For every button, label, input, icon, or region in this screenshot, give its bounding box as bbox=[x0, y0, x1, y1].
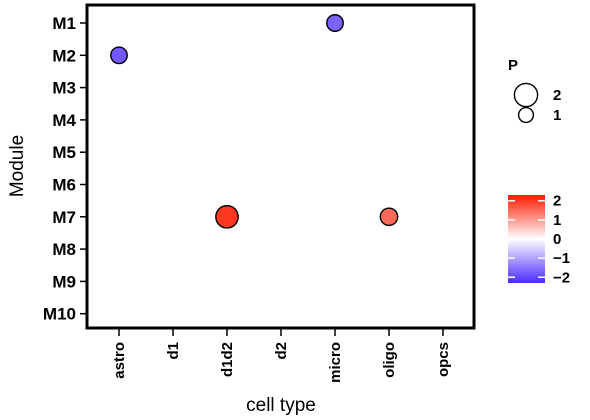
x-tick-label: oligo bbox=[381, 342, 398, 378]
size-legend-label: 1 bbox=[553, 107, 561, 124]
x-tick-label: d1d2 bbox=[219, 342, 236, 377]
size-legend-key bbox=[517, 106, 535, 124]
x-tick-label: opcs bbox=[435, 342, 452, 377]
x-axis-title: cell type bbox=[246, 395, 316, 416]
color-legend-label: 2 bbox=[553, 193, 561, 210]
y-tick-label: M4 bbox=[52, 111, 76, 130]
data-point bbox=[215, 204, 239, 229]
size-legend-key bbox=[513, 82, 539, 108]
data-point bbox=[326, 14, 344, 32]
color-legend-label: 0 bbox=[553, 231, 561, 248]
color-legend: 2 1 0 −1 −2 bbox=[508, 193, 570, 286]
y-tick-label: M5 bbox=[52, 143, 76, 162]
data-point bbox=[110, 46, 128, 65]
y-axis-ticks: M1 M2 M3 M4 M5 M6 M7 M8 M9 M10 bbox=[43, 14, 86, 324]
x-tick-label: astro bbox=[111, 342, 128, 379]
color-legend-label: 1 bbox=[553, 212, 561, 229]
y-tick-label: M10 bbox=[43, 305, 76, 324]
x-tick-label: micro bbox=[327, 342, 344, 383]
size-legend-title: P bbox=[508, 57, 518, 74]
color-legend-label: −1 bbox=[553, 250, 570, 267]
data-points bbox=[110, 14, 399, 229]
y-tick-label: M8 bbox=[52, 240, 76, 259]
plot-panel bbox=[85, 3, 476, 330]
y-tick-label: M9 bbox=[52, 272, 76, 291]
y-tick-label: M7 bbox=[52, 208, 76, 227]
data-point bbox=[379, 207, 399, 227]
y-tick-label: M3 bbox=[52, 79, 76, 98]
size-legend: P 2 1 bbox=[508, 57, 561, 124]
y-tick-label: M6 bbox=[52, 176, 76, 195]
y-tick-label: M1 bbox=[52, 14, 76, 33]
color-legend-label: −2 bbox=[553, 269, 570, 286]
x-tick-label: d2 bbox=[273, 342, 290, 360]
x-axis-ticks: astro d1 d1d2 d2 micro oligo opcs bbox=[111, 329, 452, 383]
size-legend-label: 2 bbox=[553, 87, 561, 104]
y-axis-title: Module bbox=[7, 135, 28, 197]
x-tick-label: d1 bbox=[165, 342, 182, 360]
y-tick-label: M2 bbox=[52, 46, 76, 65]
